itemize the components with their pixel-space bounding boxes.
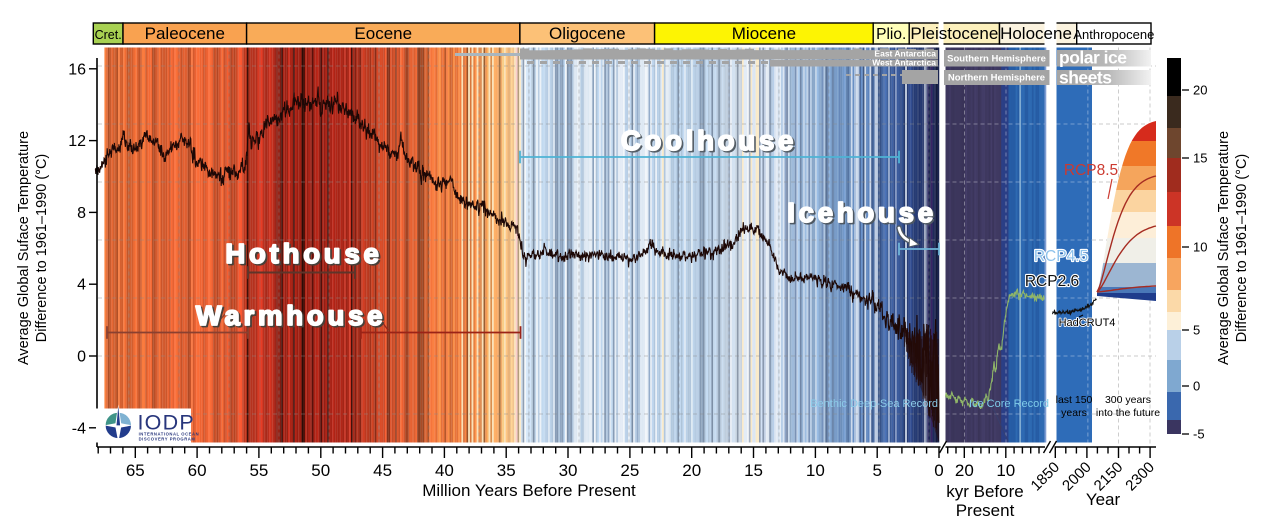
svg-text:polar ice: polar ice [1059,48,1127,68]
svg-text:Cret.: Cret. [95,28,122,42]
svg-text:Present: Present [956,501,1015,520]
svg-text:Warmhouse: Warmhouse [197,302,388,333]
svg-text:12: 12 [68,133,86,150]
svg-text:Icehouse: Icehouse [789,199,939,230]
svg-text:Warmhouse: Warmhouse [196,300,387,331]
svg-text:INTERNATIONAL OCEAN: INTERNATIONAL OCEAN [139,431,200,436]
svg-text:Difference to 1961–1990 (°C): Difference to 1961–1990 (°C) [34,154,50,343]
svg-text:Icehouse: Icehouse [787,197,937,228]
svg-text:20: 20 [955,461,974,480]
svg-text:sheets: sheets [1059,68,1112,88]
svg-text:RCP4.5: RCP4.5 [1034,248,1088,265]
svg-text:Eocene: Eocene [354,24,412,43]
svg-text:Oligocene: Oligocene [549,24,626,43]
svg-text:Northern Hemisphere: Northern Hemisphere [948,73,1045,84]
svg-text:55: 55 [249,461,268,480]
svg-text:Paleocene: Paleocene [145,24,225,43]
svg-text:16: 16 [68,61,86,78]
svg-text:15: 15 [1193,151,1207,166]
svg-text:RCP8.5: RCP8.5 [1064,162,1118,179]
svg-text:0: 0 [77,349,86,366]
svg-text:4: 4 [77,277,86,294]
svg-text:Pleistocene: Pleistocene [910,24,998,43]
svg-text:8: 8 [77,205,86,222]
svg-text:10: 10 [996,461,1015,480]
svg-text:West Antarctica: West Antarctica [872,58,936,68]
svg-text:Miocene: Miocene [732,24,796,43]
svg-text:Plio.: Plio. [876,26,906,43]
svg-text:35: 35 [497,461,516,480]
svg-text:years: years [1061,407,1087,419]
svg-text:Anthropocene: Anthropocene [1073,27,1154,42]
svg-text:Average Global Suface Temperat: Average Global Suface Temperature [1216,131,1232,365]
svg-text:15: 15 [744,461,763,480]
svg-text:300 years: 300 years [1105,394,1151,406]
svg-text:RCP2.6: RCP2.6 [1025,273,1079,290]
svg-text:Benthic Deep-Sea Record: Benthic Deep-Sea Record [810,398,938,410]
svg-text:DISCOVERY PROGRAM: DISCOVERY PROGRAM [139,436,196,441]
svg-text:20: 20 [1193,83,1207,98]
svg-text:45: 45 [373,461,392,480]
svg-text:East Antarctica: East Antarctica [874,49,936,59]
svg-text:30: 30 [559,461,578,480]
svg-text:Hothouse: Hothouse [225,238,382,269]
svg-text:HadCRUT4: HadCRUT4 [1059,317,1116,329]
svg-text:into the future: into the future [1096,407,1160,419]
svg-text:5: 5 [1193,323,1200,338]
svg-text:-4: -4 [72,420,86,437]
svg-text:Million Years Before Present: Million Years Before Present [422,481,636,500]
svg-text:65: 65 [126,461,145,480]
svg-text:Hothouse: Hothouse [227,240,384,271]
svg-text:Holocene: Holocene [1000,24,1072,43]
svg-text:Average Global Suface Temperat: Average Global Suface Temperature [16,131,32,365]
svg-text:5: 5 [872,461,881,480]
svg-text:0: 0 [934,461,943,480]
svg-text:last 150: last 150 [1056,394,1093,406]
svg-text:25: 25 [620,461,639,480]
svg-text:IODP: IODP [138,411,195,435]
svg-text:60: 60 [188,461,207,480]
svg-text:10: 10 [1193,240,1207,255]
svg-text:Coolhouse: Coolhouse [621,125,797,156]
svg-text:-5: -5 [1193,427,1205,442]
svg-text:Ice Core Record: Ice Core Record [969,398,1049,410]
svg-text:50: 50 [311,461,330,480]
svg-text:0: 0 [1193,379,1200,394]
svg-text:Southern Hemisphere: Southern Hemisphere [947,54,1046,65]
svg-text:40: 40 [435,461,454,480]
svg-text:20: 20 [682,461,701,480]
svg-text:kyr Before: kyr Before [946,482,1023,501]
svg-text:10: 10 [806,461,825,480]
svg-text:Year: Year [1086,490,1121,509]
svg-text:Difference to 1961–1990 (°C): Difference to 1961–1990 (°C) [1234,154,1250,343]
svg-text:Coolhouse: Coolhouse [623,127,799,158]
